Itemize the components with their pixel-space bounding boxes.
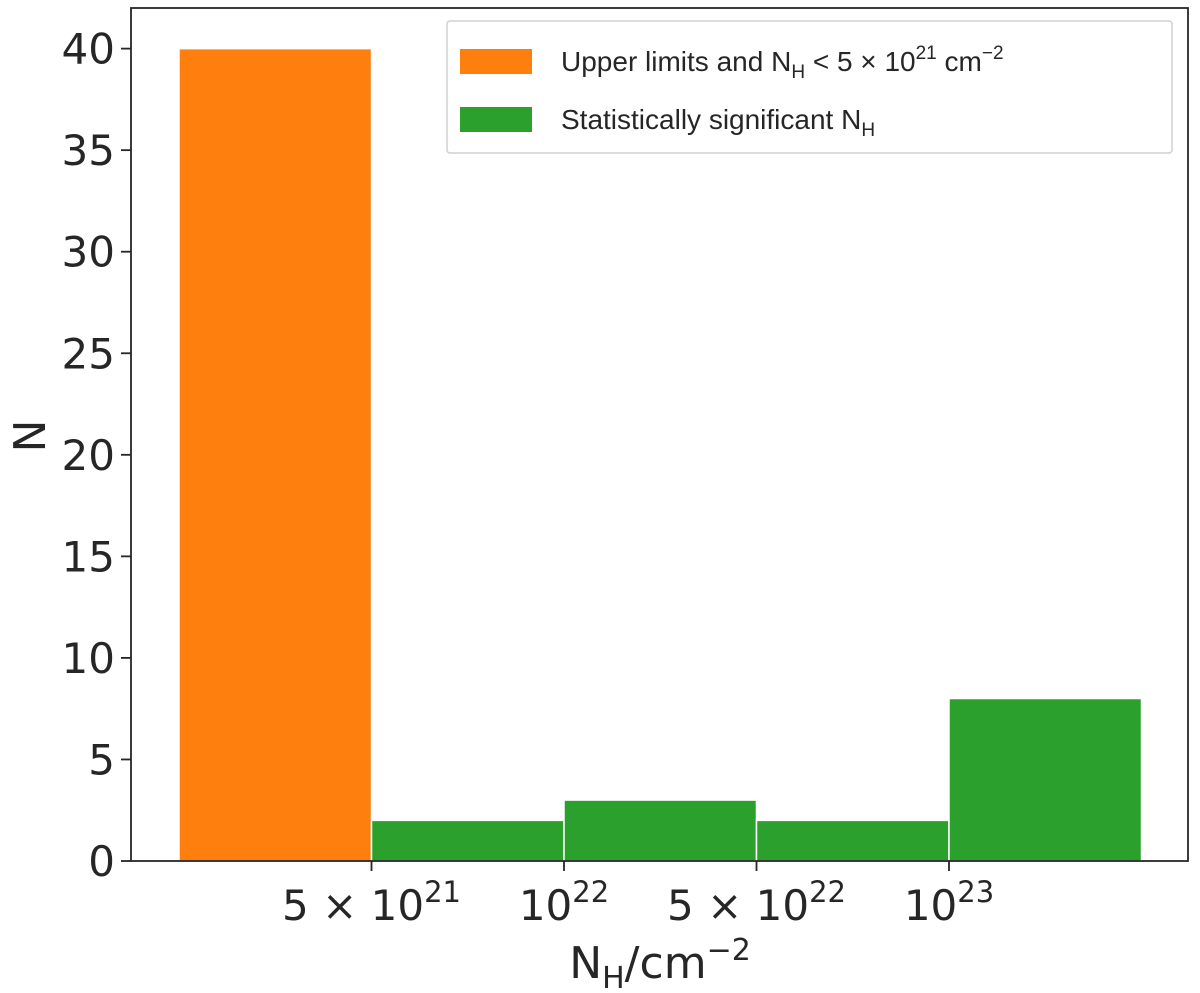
y-tick-label: 35 (62, 126, 115, 175)
y-tick-label: 5 (88, 735, 115, 784)
bar-bin-1 (178, 47, 373, 862)
y-tick-label: 20 (62, 431, 115, 480)
legend-swatch-significant (460, 107, 532, 132)
x-tick-label: 1022 (519, 875, 609, 930)
x-axis-label-sup: −2 (707, 933, 751, 968)
legend-swatch-upper-limits (460, 49, 532, 74)
x-axis: 5 × 1021 1022 5 × 1022 1023 (282, 861, 994, 930)
legend-frame (446, 20, 1173, 154)
plot-frame (130, 7, 1189, 862)
bar-bin-3 (563, 799, 758, 862)
x-axis-label-sub: H (602, 961, 625, 993)
x-axis-label-unit: /cm (625, 938, 707, 989)
bar-bin-2 (370, 819, 565, 862)
legend-label-significant: Statistically significant NH (561, 104, 875, 141)
x-axis-label-main: N (569, 938, 602, 989)
y-axis-label: N (5, 420, 56, 453)
y-axis: 0 5 10 15 20 25 30 35 40 (62, 25, 131, 886)
y-tick-label: 40 (62, 25, 115, 74)
x-axis-label: NH/cm−2 (569, 933, 751, 993)
y-tick-label: 10 (62, 634, 115, 683)
y-tick-label: 0 (88, 837, 115, 886)
x-tick-label: 5 × 1021 (282, 875, 461, 930)
x-tick-label: 5 × 1022 (667, 875, 846, 930)
legend-label-upper-limits: Upper limits and NH < 5 × 1021 cm−2 (561, 43, 1004, 83)
x-tick-label: 1023 (904, 875, 994, 930)
y-tick-label: 25 (62, 329, 115, 378)
bar-bin-4 (755, 819, 950, 862)
y-tick-label: 15 (62, 532, 115, 581)
bar-bin-5 (948, 697, 1143, 862)
legend: Upper limits and NH < 5 × 1021 cm−2 Stat… (446, 20, 1173, 154)
bars-group (178, 47, 1143, 862)
y-tick-label: 30 (62, 228, 115, 277)
